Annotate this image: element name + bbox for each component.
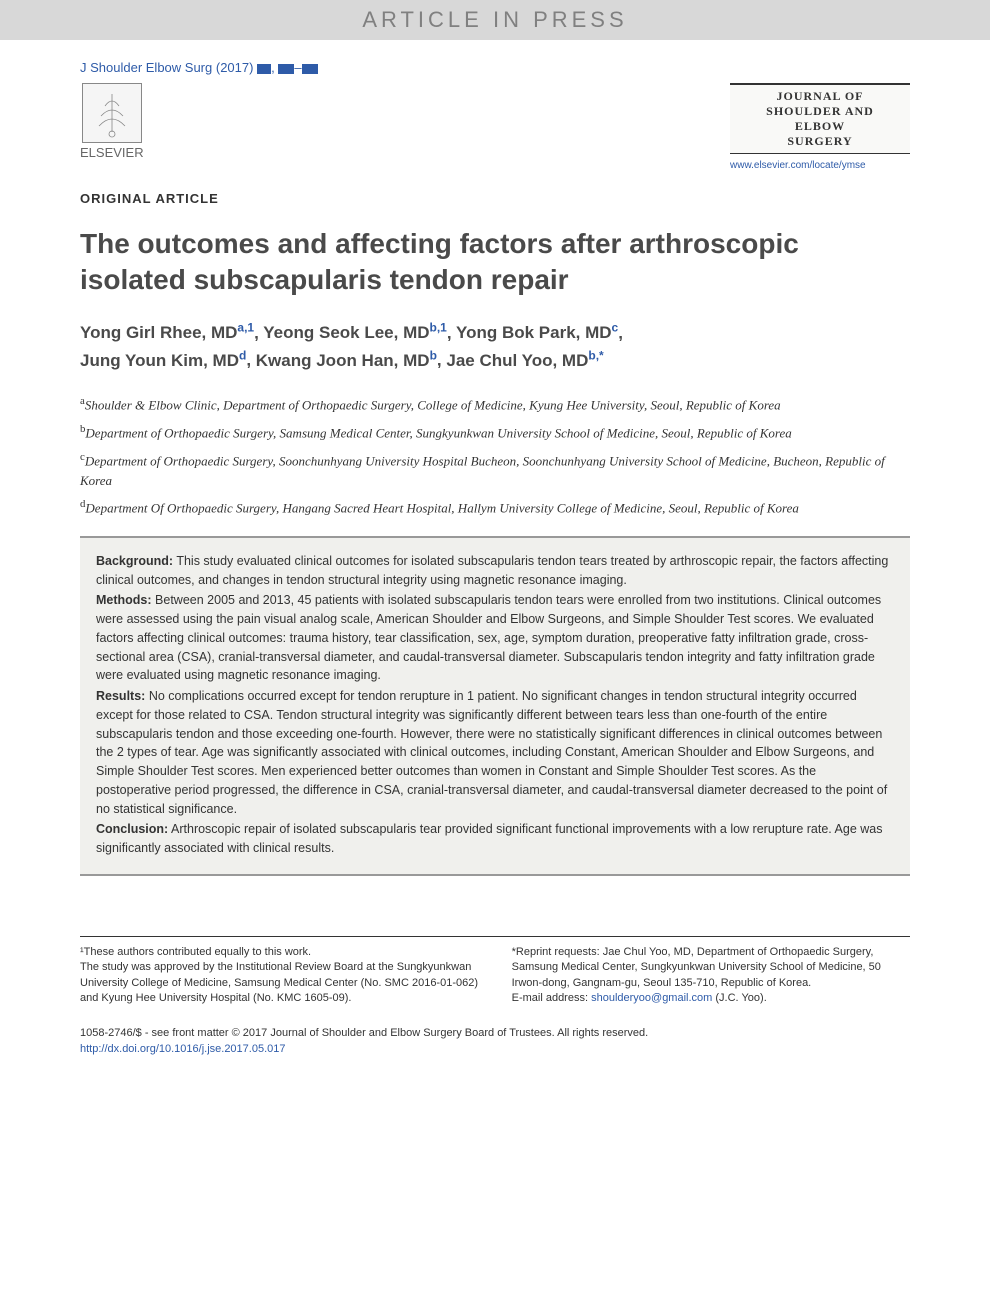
- abstract-background: Background: This study evaluated clinica…: [96, 552, 894, 590]
- article-title: The outcomes and affecting factors after…: [80, 226, 910, 299]
- author: Yeong Seok Lee, MDb,1: [263, 323, 447, 342]
- author: Jung Youn Kim, MDd: [80, 351, 246, 370]
- journal-line1: JOURNAL OF: [738, 89, 902, 104]
- citation-year: (2017): [216, 60, 254, 75]
- header-row: ELSEVIER JOURNAL OF SHOULDER AND ELBOW S…: [80, 83, 910, 171]
- citation-journal: J Shoulder Elbow Surg: [80, 60, 212, 75]
- top-row: J Shoulder Elbow Surg (2017) , –: [80, 60, 910, 75]
- publisher-name: ELSEVIER: [80, 145, 144, 160]
- author: Yong Bok Park, MDc: [456, 323, 618, 342]
- footnote-right: *Reprint requests: Jae Chul Yoo, MD, Dep…: [512, 945, 910, 1007]
- footnote-left: ¹These authors contributed equally to th…: [80, 945, 478, 1007]
- affiliations: aShoulder & Elbow Clinic, Department of …: [80, 393, 910, 518]
- footnote-irb: The study was approved by the Institutio…: [80, 960, 478, 1006]
- footnote-reprint: *Reprint requests: Jae Chul Yoo, MD, Dep…: [512, 945, 910, 991]
- journal-citation: J Shoulder Elbow Surg (2017) , –: [80, 60, 318, 75]
- abstract-box: Background: This study evaluated clinica…: [80, 536, 910, 876]
- article-in-press-banner: ARTICLE IN PRESS: [0, 0, 990, 40]
- affiliation: bDepartment of Orthopaedic Surgery, Sams…: [80, 421, 910, 443]
- banner-text: ARTICLE IN PRESS: [362, 7, 627, 33]
- placeholder-box-icon: [310, 64, 318, 74]
- affiliation: cDepartment of Orthopaedic Surgery, Soon…: [80, 449, 910, 490]
- publisher-block: ELSEVIER: [80, 83, 144, 160]
- footnote-email: E-mail address: shoulderyoo@gmail.com (J…: [512, 991, 910, 1006]
- placeholder-box-icon: [257, 64, 271, 74]
- author: Jae Chul Yoo, MDb,*: [446, 351, 603, 370]
- journal-box: JOURNAL OF SHOULDER AND ELBOW SURGERY: [730, 83, 910, 154]
- footnote-area: ¹These authors contributed equally to th…: [80, 936, 910, 1007]
- author: Kwang Joon Han, MDb: [256, 351, 437, 370]
- abstract-methods: Methods: Between 2005 and 2013, 45 patie…: [96, 591, 894, 685]
- doi-link[interactable]: http://dx.doi.org/10.1016/j.jse.2017.05.…: [80, 1043, 286, 1055]
- journal-line4: SURGERY: [738, 134, 902, 149]
- email-link[interactable]: shoulderyoo@gmail.com: [591, 992, 712, 1004]
- journal-box-wrapper: JOURNAL OF SHOULDER AND ELBOW SURGERY ww…: [730, 83, 910, 171]
- affiliation: aShoulder & Elbow Clinic, Department of …: [80, 393, 910, 415]
- abstract-results: Results: No complications occurred excep…: [96, 687, 894, 818]
- authors-list: Yong Girl Rhee, MDa,1, Yeong Seok Lee, M…: [80, 319, 910, 373]
- abstract-conclusion: Conclusion: Arthroscopic repair of isola…: [96, 820, 894, 858]
- elsevier-logo-icon: [82, 83, 142, 143]
- journal-line2: SHOULDER AND: [738, 104, 902, 119]
- author: Yong Girl Rhee, MDa,1: [80, 323, 254, 342]
- page-content: J Shoulder Elbow Surg (2017) , – ELSEVIE…: [0, 40, 990, 1087]
- footnote-contrib: ¹These authors contributed equally to th…: [80, 945, 478, 960]
- placeholder-box-icon: [302, 64, 310, 74]
- copyright-line: 1058-2746/$ - see front matter © 2017 Jo…: [80, 1026, 910, 1041]
- journal-url-link[interactable]: www.elsevier.com/locate/ymse: [730, 160, 910, 171]
- journal-line3: ELBOW: [738, 119, 902, 134]
- affiliation: dDepartment Of Orthopaedic Surgery, Hang…: [80, 496, 910, 518]
- placeholder-box-icon: [278, 64, 286, 74]
- placeholder-box-icon: [286, 64, 294, 74]
- article-type: ORIGINAL ARTICLE: [80, 191, 910, 206]
- copyright-block: 1058-2746/$ - see front matter © 2017 Jo…: [80, 1026, 910, 1057]
